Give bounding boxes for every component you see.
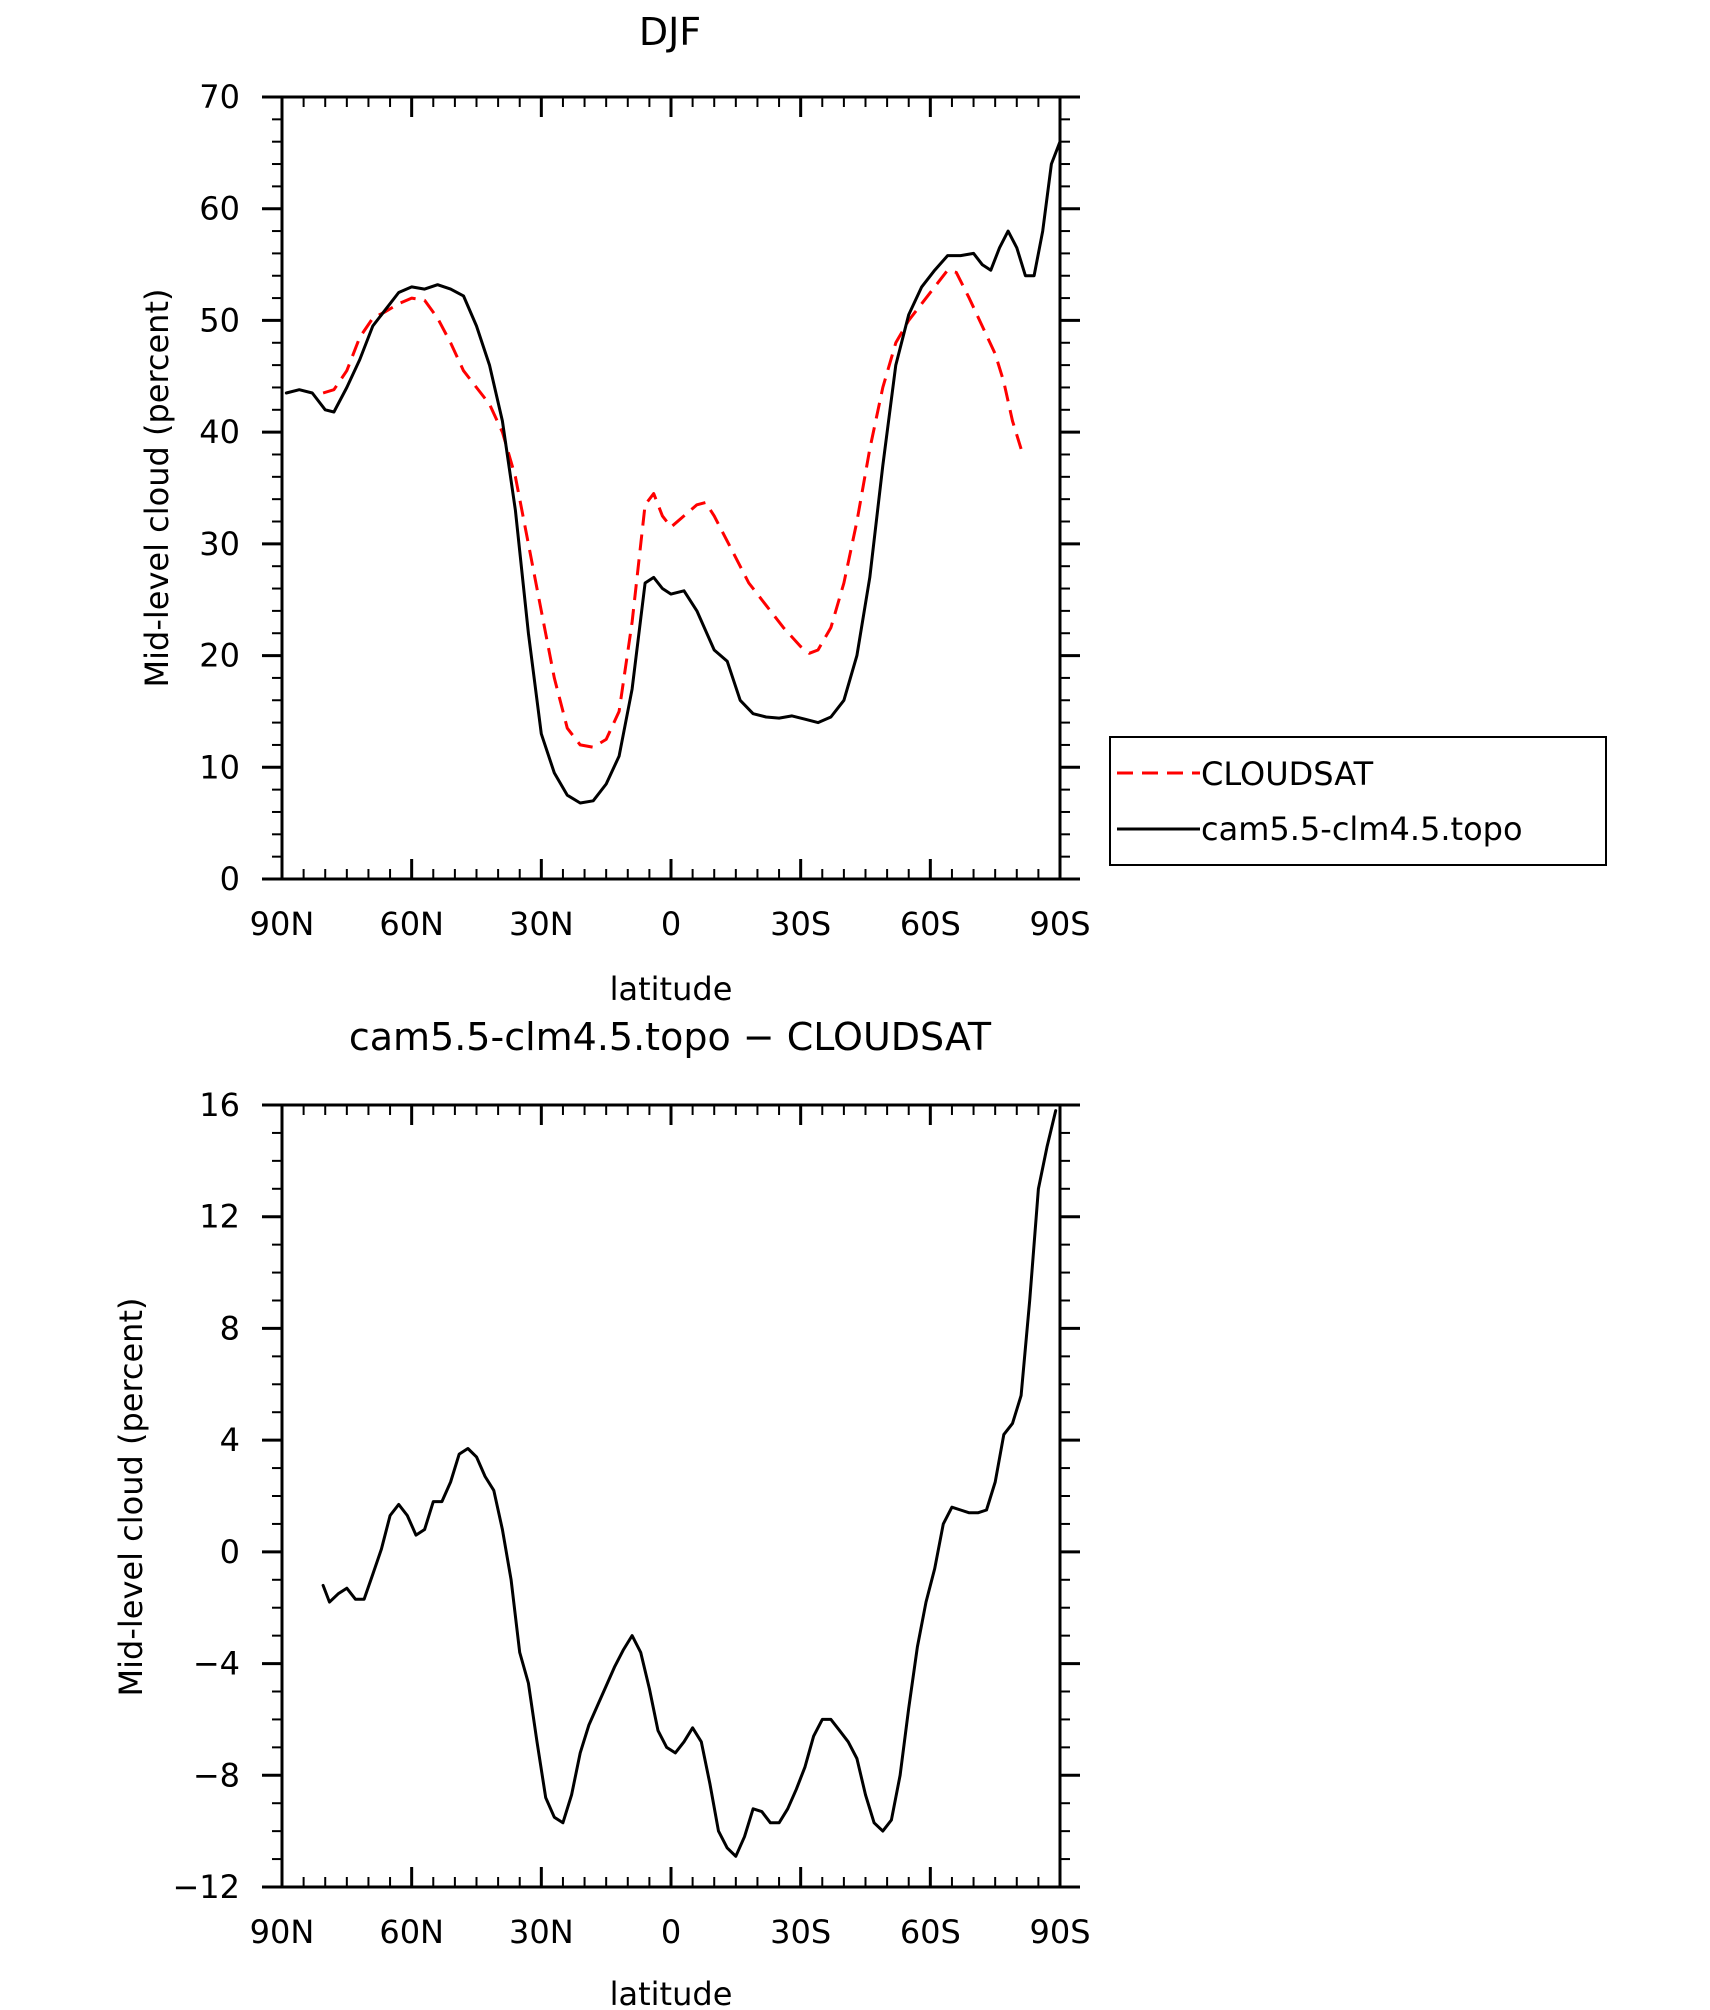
bottom-panel: cam5.5-clm4.5.topo − CLOUDSAT 90N 60N 30N 0…	[112, 1015, 1091, 2010]
top-y-tick-label: 40	[199, 413, 240, 451]
bottom-y-tick-label: 16	[199, 1086, 240, 1124]
bottom-x-tick-label: 90N	[250, 1913, 315, 1951]
top-panel-title: DJF	[639, 10, 701, 54]
bottom-x-tick-label: 30N	[509, 1913, 574, 1951]
top-panel: DJF 90N 60N 30N 0 30S 60S 90S 0 10 20 30 40 50 60 70 l…	[138, 10, 1091, 1008]
bottom-series-line-difference	[321, 1109, 1058, 1858]
top-series-line-cloudsat	[322, 268, 1023, 749]
legend-label-cloudsat: CLOUDSAT	[1201, 755, 1374, 793]
bottom-x-tick-label: 0	[661, 1913, 681, 1951]
bottom-x-tick-label: 90S	[1029, 1913, 1090, 1951]
legend: CLOUDSAT cam5.5-clm4.5.topo	[1109, 736, 1607, 866]
bottom-y-tick-label: 8	[220, 1309, 240, 1347]
top-x-tick-label: 30S	[770, 905, 831, 943]
bottom-y-tick-label: 12	[199, 1198, 240, 1236]
top-series-line-cam5-5-clm4-5-topo	[284, 140, 1062, 805]
top-x-tick-label: 60N	[379, 905, 444, 943]
bottom-y-tick-label: −8	[193, 1756, 240, 1794]
bottom-y-tick-label: 0	[220, 1533, 240, 1571]
top-x-tick-label: 90S	[1029, 905, 1090, 943]
top-y-tick-label: 70	[199, 78, 240, 116]
top-y-tick-label: 0	[220, 860, 240, 898]
bottom-x-tick-label: 60S	[900, 1913, 961, 1951]
top-y-axis-label: Mid-level cloud (percent)	[138, 289, 176, 688]
bottom-x-tick-label: 30S	[770, 1913, 831, 1951]
top-y-tick-label: 30	[199, 525, 240, 563]
bottom-x-axis-label: latitude	[610, 1975, 733, 2010]
bottom-y-tick-label: −12	[172, 1868, 240, 1906]
bottom-y-tick-label: 4	[220, 1421, 240, 1459]
top-x-tick-label: 30N	[509, 905, 574, 943]
top-x-tick-label: 60S	[900, 905, 961, 943]
bottom-y-tick-label: −4	[193, 1645, 240, 1683]
top-x-tick-label: 0	[661, 905, 681, 943]
top-x-axis-label: latitude	[610, 970, 733, 1008]
top-y-tick-label: 20	[199, 637, 240, 675]
bottom-panel-title: cam5.5-clm4.5.topo − CLOUDSAT	[349, 1015, 992, 1059]
bottom-x-tick-label: 60N	[379, 1913, 444, 1951]
top-y-tick-label: 60	[199, 190, 240, 228]
top-x-tick-label: 90N	[250, 905, 315, 943]
bottom-y-axis-label: Mid-level cloud (percent)	[112, 1298, 150, 1697]
top-y-tick-label: 10	[199, 748, 240, 786]
legend-label-cam: cam5.5-clm4.5.topo	[1201, 810, 1523, 848]
top-y-tick-label: 50	[199, 301, 240, 339]
legend-box	[1109, 736, 1607, 866]
